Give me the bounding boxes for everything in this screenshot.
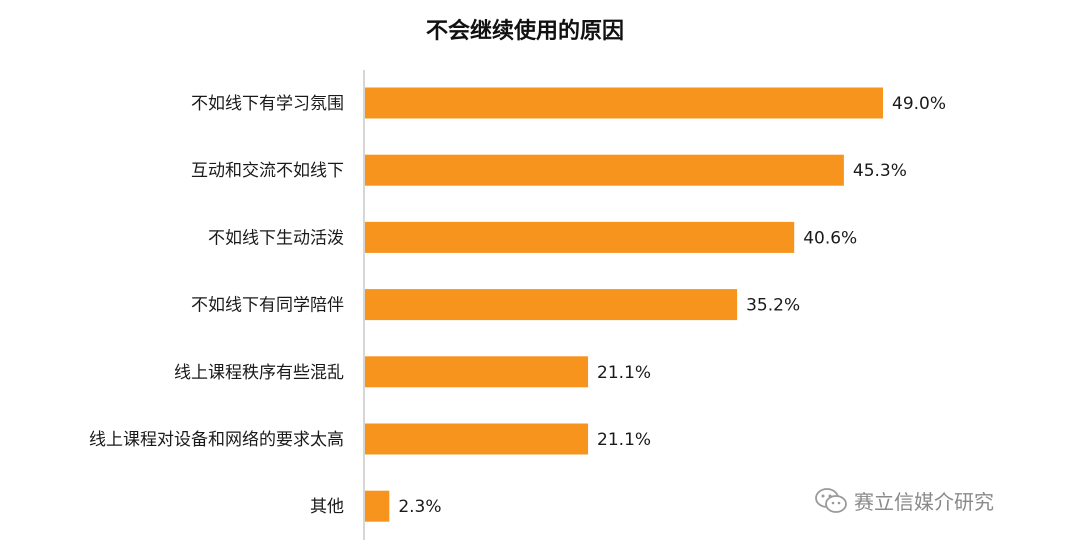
category-label-2: 不如线下生动活泼 <box>208 228 344 248</box>
wechat-icon <box>815 487 847 513</box>
bars-group: 不如线下有学习氛围 49.0% 互动和交流不如线下 45.3% 不如线下生动活泼 40.6… <box>89 87 946 522</box>
watermark-text: 赛立信媒介研究 <box>854 490 994 514</box>
category-label-4: 线上课程秩序有些混乱 <box>174 363 344 383</box>
value-label-6: 2.3% <box>398 497 441 517</box>
bar-5 <box>365 423 589 455</box>
bar-4 <box>365 356 589 388</box>
value-label-2: 40.6% <box>803 228 857 248</box>
bar-1 <box>365 154 844 186</box>
bar-0 <box>365 87 883 119</box>
category-label-0: 不如线下有学习氛围 <box>191 94 344 114</box>
bar-6 <box>365 490 390 522</box>
chart-title: 不会继续使用的原因 <box>426 18 624 44</box>
category-label-1: 互动和交流不如线下 <box>191 161 344 181</box>
watermark: 赛立信媒介研究 <box>814 486 994 515</box>
bar-3 <box>365 289 738 321</box>
value-label-0: 49.0% <box>892 94 946 114</box>
value-label-4: 21.1% <box>597 363 651 383</box>
category-label-5: 线上课程对设备和网络的要求太高 <box>89 430 344 450</box>
value-label-3: 35.2% <box>746 296 800 316</box>
category-label-6: 其他 <box>310 497 344 517</box>
value-label-5: 21.1% <box>597 430 651 450</box>
category-label-3: 不如线下有同学陪伴 <box>191 296 344 316</box>
bar-2 <box>365 221 795 253</box>
value-label-1: 45.3% <box>853 161 907 181</box>
